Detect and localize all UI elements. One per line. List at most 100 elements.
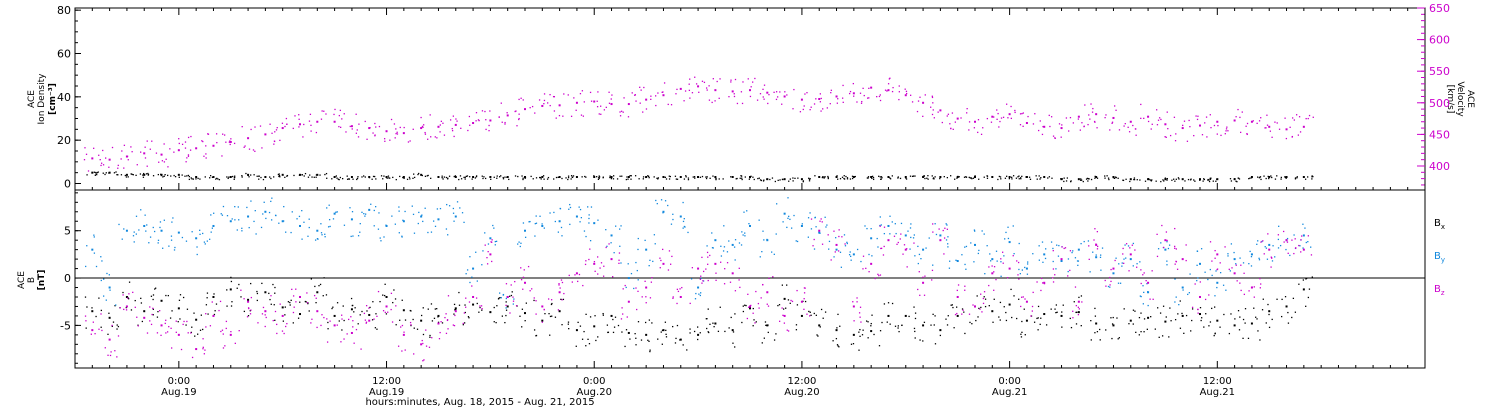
data-point-cloud [1305,305,1307,307]
data-point-cloud [706,327,708,330]
data-point-cloud [321,234,323,236]
data-point-cloud [950,127,952,130]
field-tick-label: 5 [64,225,71,238]
data-point-cloud [827,177,829,180]
data-point-cloud [878,345,881,347]
data-point-cloud [1174,263,1176,265]
data-point [870,330,873,333]
legend-label-y: By [1434,251,1445,264]
data-point-cloud [1054,137,1056,139]
data-point [974,176,976,178]
data-point-cloud [186,320,188,323]
data-point-cloud [540,178,542,180]
data-point-cloud [394,223,396,225]
data-point-cloud [786,226,788,229]
data-point-cloud [154,287,157,289]
data-point-cloud [1302,247,1304,249]
data-point-cloud [814,175,816,177]
data-point-cloud [1202,180,1204,182]
data-point-cloud [708,85,710,87]
data-point-cloud [314,239,317,241]
data-point-cloud [609,176,611,179]
data-point [1025,319,1028,322]
data-point-cloud [835,337,838,340]
density-tick-label: 20 [57,134,71,147]
data-point-cloud [828,248,830,250]
data-point-cloud [234,175,236,177]
data-point [264,291,267,294]
data-point-cloud [141,320,144,323]
data-point-cloud [316,238,319,240]
data-point [524,281,526,284]
data-point-cloud [932,231,934,233]
data-point-cloud [1197,308,1199,311]
data-point [939,239,942,242]
data-point [1043,176,1046,178]
data-point [593,262,596,265]
data-point-cloud [557,231,560,233]
data-point-cloud [859,328,861,331]
data-point-cloud [247,174,249,177]
data-point-cloud [494,240,496,243]
data-point-cloud [841,176,844,178]
data-point-cloud [449,119,452,121]
data-point-cloud [341,314,343,316]
data-point-cloud [589,248,591,250]
data-point-cloud [1175,248,1177,250]
data-point-cloud [1177,177,1180,179]
data-point [195,318,198,321]
data-point-cloud [1061,246,1063,248]
data-point-cloud [969,321,971,324]
data-point-cloud [557,176,559,179]
data-point-cloud [1090,178,1093,181]
data-point-cloud [534,235,536,237]
data-point [593,325,596,328]
data-point-cloud [1007,277,1009,279]
data-point-cloud [813,103,816,105]
data-point-cloud [489,311,491,313]
data-point-cloud [469,176,471,178]
data-point-cloud [585,235,587,238]
data-point-cloud [1217,124,1219,127]
data-point-cloud [413,327,415,329]
data-point-cloud [609,175,611,177]
data-point-cloud [554,220,556,223]
data-point-cloud [639,86,641,88]
data-point-cloud [199,178,201,180]
data-point-cloud [314,285,316,288]
data-point-cloud [769,178,771,181]
data-point-cloud [694,76,696,78]
data-point-cloud [111,324,113,327]
data-point-cloud [465,306,467,308]
data-point-cloud [745,304,747,307]
data-point-cloud [456,201,459,203]
data-point-cloud [190,177,192,179]
data-point-cloud [996,260,998,262]
data-point-cloud [763,337,765,339]
data-point-cloud [700,277,702,280]
data-point-cloud [1088,178,1090,180]
data-point-cloud [383,138,386,140]
data-point-cloud [1264,246,1266,248]
data-point-cloud [296,218,298,220]
data-point [800,98,803,101]
data-point-cloud [1084,104,1086,106]
data-point-cloud [1099,256,1102,259]
data-point-cloud [933,117,935,119]
data-point [541,104,544,107]
data-point-cloud [1090,319,1092,322]
data-point-cloud [84,147,86,149]
data-point-cloud [750,175,752,177]
data-point-cloud [352,320,354,322]
bottom-series-group [84,197,1313,362]
data-point-cloud [971,177,973,180]
data-point-cloud [1208,179,1210,181]
data-point-cloud [803,287,806,289]
data-point-cloud [585,260,587,262]
data-point [610,176,613,178]
data-point-cloud [1077,306,1079,308]
data-point-cloud [570,175,573,177]
data-point-cloud [505,301,507,303]
data-point-cloud [1188,292,1191,294]
data-point-cloud [773,339,776,341]
